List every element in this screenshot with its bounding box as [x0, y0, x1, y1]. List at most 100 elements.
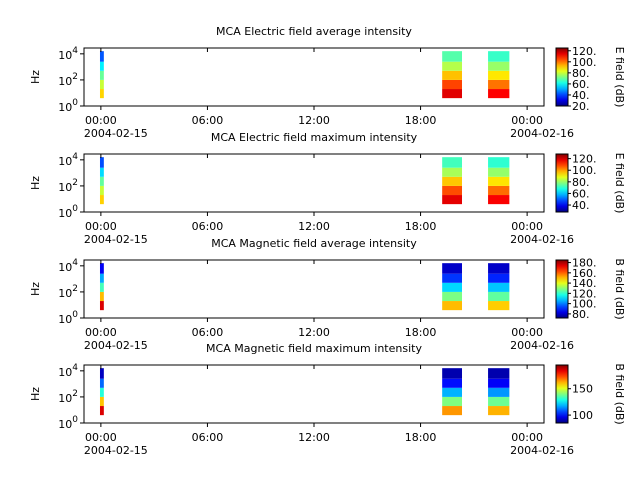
x-tick-label: 00:00: [85, 220, 117, 233]
spectrogram-cell: [442, 282, 463, 292]
y-tick-base: 10: [58, 261, 72, 274]
spectrogram-cell: [99, 387, 104, 397]
spectrogram-cell: [99, 273, 104, 283]
y-tick-label: 100: [58, 310, 78, 326]
spectrogram-cell: [488, 195, 510, 205]
y-tick-label: 100: [58, 98, 78, 114]
axes-frame: [83, 259, 545, 319]
y-axis-label: Hz: [29, 176, 42, 190]
x-tick-label: 00:00: [511, 220, 543, 233]
spectrogram-cell: [488, 301, 510, 311]
axes-frame: [83, 47, 545, 107]
y-tick-exponent: 2: [72, 284, 78, 294]
y-tick-base: 10: [58, 287, 72, 300]
spectrogram-cell: [99, 70, 104, 80]
panel-title: MCA Magnetic field maximum intensity: [206, 342, 422, 355]
y-tick-label: 100: [58, 415, 78, 431]
spectrogram-cell: [488, 157, 510, 168]
colorbar-label: B field (dB): [613, 258, 626, 319]
colorbar-frame: [555, 47, 569, 107]
panel-title: MCA Electric field average intensity: [216, 25, 412, 38]
colorbar-tick-label: 80.: [572, 176, 590, 189]
spectrogram-cell: [488, 282, 510, 292]
y-tick-label: 100: [58, 204, 78, 220]
colorbar-tick-label: 100: [572, 409, 593, 422]
colorbar-tick-label: 120.: [572, 287, 597, 300]
y-axis-label: Hz: [29, 387, 42, 401]
y-tick-exponent: 2: [72, 72, 78, 82]
colorbar-tick-label: 60.: [572, 187, 590, 200]
y-tick-base: 10: [58, 313, 72, 326]
axes-frame: [83, 153, 545, 213]
y-tick-base: 10: [58, 155, 72, 168]
spectrogram-cell: [442, 291, 463, 302]
spectrogram-cell: [488, 51, 510, 62]
spectrogram-cell: [442, 378, 463, 388]
spectrogram-cell: [442, 396, 463, 407]
spectrogram-cell: [442, 273, 463, 283]
spectrogram-cell: [99, 167, 104, 177]
panel-title: MCA Electric field maximum intensity: [211, 131, 418, 144]
x-tick-label: 12:00: [298, 114, 330, 127]
colorbar-frame: [555, 259, 569, 319]
spectrogram-cell: [488, 396, 510, 407]
x-tick-label: 00:00: [511, 326, 543, 339]
x-tick-label: 18:00: [405, 326, 437, 339]
colorbar-tick-label: 100.: [572, 164, 597, 177]
spectrogram-cell: [442, 185, 463, 196]
spectrogram-cell: [442, 61, 463, 71]
spectrogram-cell: [99, 301, 104, 311]
colorbar-tick-label: 120.: [572, 45, 597, 58]
spectrogram-cell: [99, 51, 104, 62]
colorbar-tick-label: 80.: [572, 308, 590, 321]
axes-frame: [83, 364, 545, 424]
y-tick-base: 10: [58, 418, 72, 431]
x-tick-label: 18:00: [405, 431, 437, 444]
spectrogram-cell: [488, 406, 510, 416]
y-tick-exponent: 0: [72, 204, 78, 214]
spectrogram-cell: [442, 263, 463, 274]
spectrogram-cell: [442, 79, 463, 90]
y-tick-base: 10: [58, 49, 72, 62]
y-tick-label: 104: [58, 46, 78, 62]
colorbar-tick-label: 120.: [572, 153, 597, 166]
spectrogram-cell: [488, 378, 510, 388]
y-tick-exponent: 0: [72, 415, 78, 425]
spectrogram-cell: [488, 291, 510, 302]
x-tick-label: 00:00: [85, 326, 117, 339]
spectrogram-cell: [99, 176, 104, 186]
spectrogram-cell: [99, 185, 104, 196]
colorbar-frame: [555, 153, 569, 213]
spectrogram-cell: [99, 263, 104, 274]
y-tick-base: 10: [58, 207, 72, 220]
colorbar-tick-label: 40.: [572, 89, 590, 102]
y-tick-label: 102: [58, 284, 78, 300]
y-tick-label: 104: [58, 152, 78, 168]
x-tick-date: 2004-02-15: [84, 444, 148, 457]
spectrogram-cell: [99, 157, 104, 168]
x-tick-date: 2004-02-16: [510, 339, 574, 352]
x-tick-date: 2004-02-16: [510, 444, 574, 457]
spectrogram-cell: [442, 406, 463, 416]
colorbar: [556, 48, 568, 106]
y-tick-exponent: 0: [72, 310, 78, 320]
spectrogram-cell: [442, 89, 463, 99]
spectrogram-cell: [99, 396, 104, 407]
x-tick-label: 06:00: [192, 114, 224, 127]
spectrogram-cell: [488, 263, 510, 274]
spectrogram-cell: [488, 176, 510, 186]
y-tick-base: 10: [58, 392, 72, 405]
colorbar-tick-label: 20.: [572, 100, 590, 113]
colorbar-frame: [555, 364, 569, 424]
colorbar-tick-label: 160.: [572, 267, 597, 280]
spectrogram-cell: [442, 70, 463, 80]
x-tick-label: 06:00: [192, 431, 224, 444]
x-tick-label: 18:00: [405, 220, 437, 233]
spectrogram-cell: [488, 70, 510, 80]
spectrogram-cell: [442, 167, 463, 177]
spectrogram-cell: [488, 79, 510, 90]
y-tick-exponent: 2: [72, 389, 78, 399]
x-tick-label: 00:00: [511, 431, 543, 444]
colorbar: [556, 260, 568, 318]
spectrogram-cell: [442, 51, 463, 62]
